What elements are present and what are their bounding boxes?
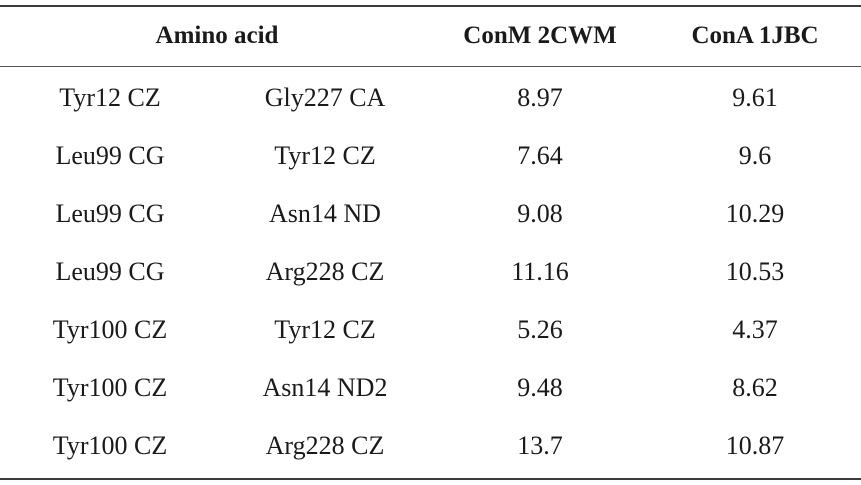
cell-conm-value: 8.97	[517, 83, 563, 112]
cell-cona-value: 9.61	[732, 83, 778, 112]
table-header-rule	[0, 66, 861, 67]
cell-amino-acid-1: Tyr12 CZ	[59, 83, 161, 112]
cell-amino-acid-2: Gly227 CA	[264, 83, 386, 112]
cell-cona-value: 4.37	[732, 315, 778, 344]
cell-amino-acid-2: Arg228 CZ	[265, 431, 385, 460]
table-bottom-rule	[0, 478, 861, 480]
cell-amino-acid-2: Arg228 CZ	[265, 257, 385, 286]
cell-amino-acid-1: Leu99 CG	[55, 257, 165, 286]
cell-amino-acid-2: Tyr12 CZ	[274, 141, 376, 170]
cell-conm-value: 11.16	[511, 257, 569, 286]
header-amino-acid: Amino acid	[155, 21, 279, 49]
table-row: Tyr100 CZ Tyr12 CZ 5.26 4.37	[0, 301, 861, 359]
cell-amino-acid-2: Asn14 ND	[269, 199, 381, 228]
cell-cona-value: 10.29	[725, 199, 785, 228]
header-cona-1jbc: ConA 1JBC	[691, 21, 819, 49]
cell-conm-value: 9.08	[517, 199, 563, 228]
table-row: Leu99 CG Tyr12 CZ 7.64 9.6	[0, 127, 861, 185]
cell-amino-acid-1: Leu99 CG	[55, 141, 165, 170]
table-top-rule	[0, 5, 861, 7]
cell-amino-acid-1: Tyr100 CZ	[52, 373, 168, 402]
cell-cona-value: 9.6	[738, 141, 772, 170]
table-row: Leu99 CG Arg228 CZ 11.16 10.53	[0, 243, 861, 301]
cell-conm-value: 5.26	[517, 315, 563, 344]
cell-amino-acid-1: Tyr100 CZ	[52, 315, 168, 344]
cell-amino-acid-1: Tyr100 CZ	[52, 431, 168, 460]
cell-cona-value: 8.62	[732, 373, 778, 402]
table-header-row: Amino acid ConM 2CWM ConA 1JBC	[0, 5, 861, 66]
table-row: Tyr12 CZ Gly227 CA 8.97 9.61	[0, 69, 861, 127]
distance-table: Amino acid ConM 2CWM ConA 1JBC Tyr12 CZ …	[0, 5, 861, 480]
cell-amino-acid-2: Asn14 ND2	[262, 373, 388, 402]
table-row: Leu99 CG Asn14 ND 9.08 10.29	[0, 185, 861, 243]
cell-conm-value: 9.48	[517, 373, 563, 402]
cell-conm-value: 7.64	[517, 141, 563, 170]
header-conm-2cwm: ConM 2CWM	[463, 21, 617, 49]
cell-amino-acid-1: Leu99 CG	[55, 199, 165, 228]
cell-amino-acid-2: Tyr12 CZ	[274, 315, 376, 344]
cell-cona-value: 10.87	[725, 431, 785, 460]
cell-conm-value: 13.7	[517, 431, 563, 460]
table-row: Tyr100 CZ Asn14 ND2 9.48 8.62	[0, 359, 861, 417]
cell-cona-value: 10.53	[725, 257, 785, 286]
table-row: Tyr100 CZ Arg228 CZ 13.7 10.87	[0, 417, 861, 475]
